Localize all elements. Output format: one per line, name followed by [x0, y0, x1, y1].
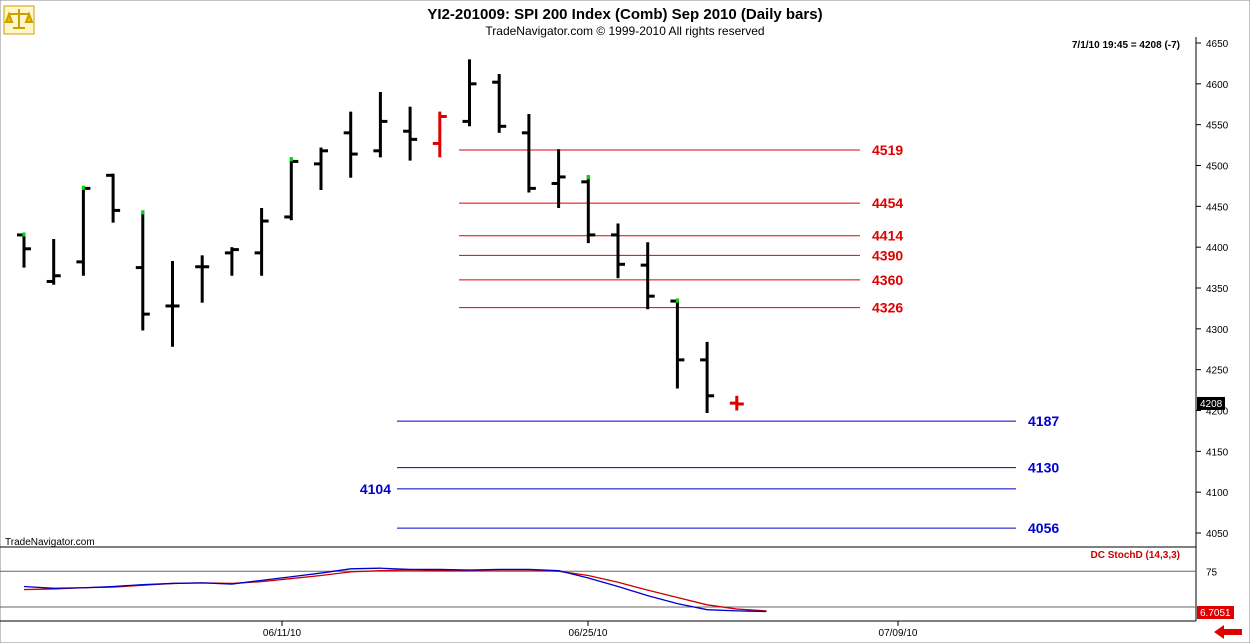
ohlc-bar: [284, 157, 299, 221]
y-tick-label: 4200: [1206, 407, 1229, 418]
stoch-value-label: 6.7051: [1200, 608, 1231, 619]
ohlc-bar: [343, 111, 358, 178]
y-tick-label: 4150: [1206, 447, 1229, 458]
last-quote-readout: 7/1/10 19:45 = 4208 (-7): [1072, 40, 1180, 51]
ohlc-bar: [611, 223, 625, 279]
ohlc-bar: [373, 92, 388, 158]
y-tick-label: 4600: [1206, 80, 1229, 91]
ohlc-bar: [729, 395, 744, 411]
x-tick-label: 07/09/10: [879, 628, 918, 639]
level-label-4187: 4187: [1028, 413, 1059, 429]
level-label-4360: 4360: [872, 272, 903, 288]
scroll-left-arrow-icon[interactable]: [1214, 624, 1246, 640]
stoch-value-tag: [1197, 606, 1234, 619]
ohlc-bar: [135, 210, 150, 331]
ohlc-bar: [581, 175, 596, 244]
price-axis: 4650 4600 4550 4500 4450 4400 4350 4300 4250 4200…: [1196, 39, 1229, 540]
y-tick-label: 4350: [1206, 284, 1229, 295]
price-bars: [17, 59, 744, 413]
y-tick-label: 4400: [1206, 243, 1229, 254]
level-label-4326: 4326: [872, 300, 903, 316]
level-label-4130: 4130: [1028, 460, 1059, 476]
ohlc-bar: [76, 185, 91, 276]
current-price-tag: 4208: [1197, 396, 1225, 410]
y-tick-label: 4250: [1206, 366, 1229, 377]
indicator-name: DC StochD (14,3,3): [1091, 550, 1180, 561]
y-tick-label: 4500: [1206, 162, 1229, 173]
ohlc-bar: [314, 147, 328, 190]
level-label-4104: 4104: [360, 481, 391, 497]
ohlc-bar: [46, 239, 61, 285]
stoch-k-line: [23, 567, 767, 613]
y-tick-label: 4100: [1206, 488, 1229, 499]
ohlc-bar: [195, 255, 210, 303]
y-tick-label: 4300: [1206, 325, 1229, 336]
level-label-4414: 4414: [872, 228, 903, 244]
trade-navigator-logo-icon: [3, 5, 35, 35]
ohlc-bar: [106, 173, 121, 223]
ohlc-bar: [403, 106, 418, 161]
price-levels: 4519 4454 4414 4390 4360 4326 4187 4130 4104 4056: [360, 142, 1060, 536]
ohlc-bar: [17, 232, 31, 268]
ohlc-bar: [224, 247, 239, 276]
ohlc-bar: [551, 149, 566, 208]
y-tick-label: 4450: [1206, 202, 1229, 213]
stoch-level-label: 75: [1206, 567, 1218, 578]
watermark-text: TradeNavigator.com: [5, 537, 95, 548]
ohlc-bar: [462, 59, 477, 127]
level-label-4519: 4519: [872, 142, 903, 158]
ohlc-bar: [432, 111, 447, 158]
ohlc-bar: [670, 298, 685, 389]
ohlc-bar: [165, 261, 180, 347]
current-price-label: 4208: [1200, 399, 1223, 410]
ohlc-bar: [254, 207, 269, 276]
y-tick-label: 4050: [1206, 529, 1229, 540]
copyright-text: TradeNavigator.com © 1999-2010 All right…: [485, 24, 764, 38]
x-tick-label: 06/25/10: [569, 628, 608, 639]
level-label-4454: 4454: [872, 195, 903, 211]
time-axis: 06/11/10 06/25/10 07/09/10: [263, 621, 918, 639]
ohlc-bar: [640, 242, 655, 310]
level-label-4056: 4056: [1028, 520, 1059, 536]
chart-title: YI2-201009: SPI 200 Index (Comb) Sep 201…: [427, 6, 822, 23]
x-tick-label: 06/11/10: [263, 628, 302, 639]
ohlc-bar: [521, 114, 536, 193]
y-tick-label: 4550: [1206, 121, 1229, 132]
ohlc-bar: [492, 74, 507, 133]
y-tick-label: 4650: [1206, 39, 1229, 50]
level-label-4390: 4390: [872, 247, 903, 263]
stochastic-lines: [23, 567, 767, 613]
ohlc-bar: [700, 341, 715, 413]
